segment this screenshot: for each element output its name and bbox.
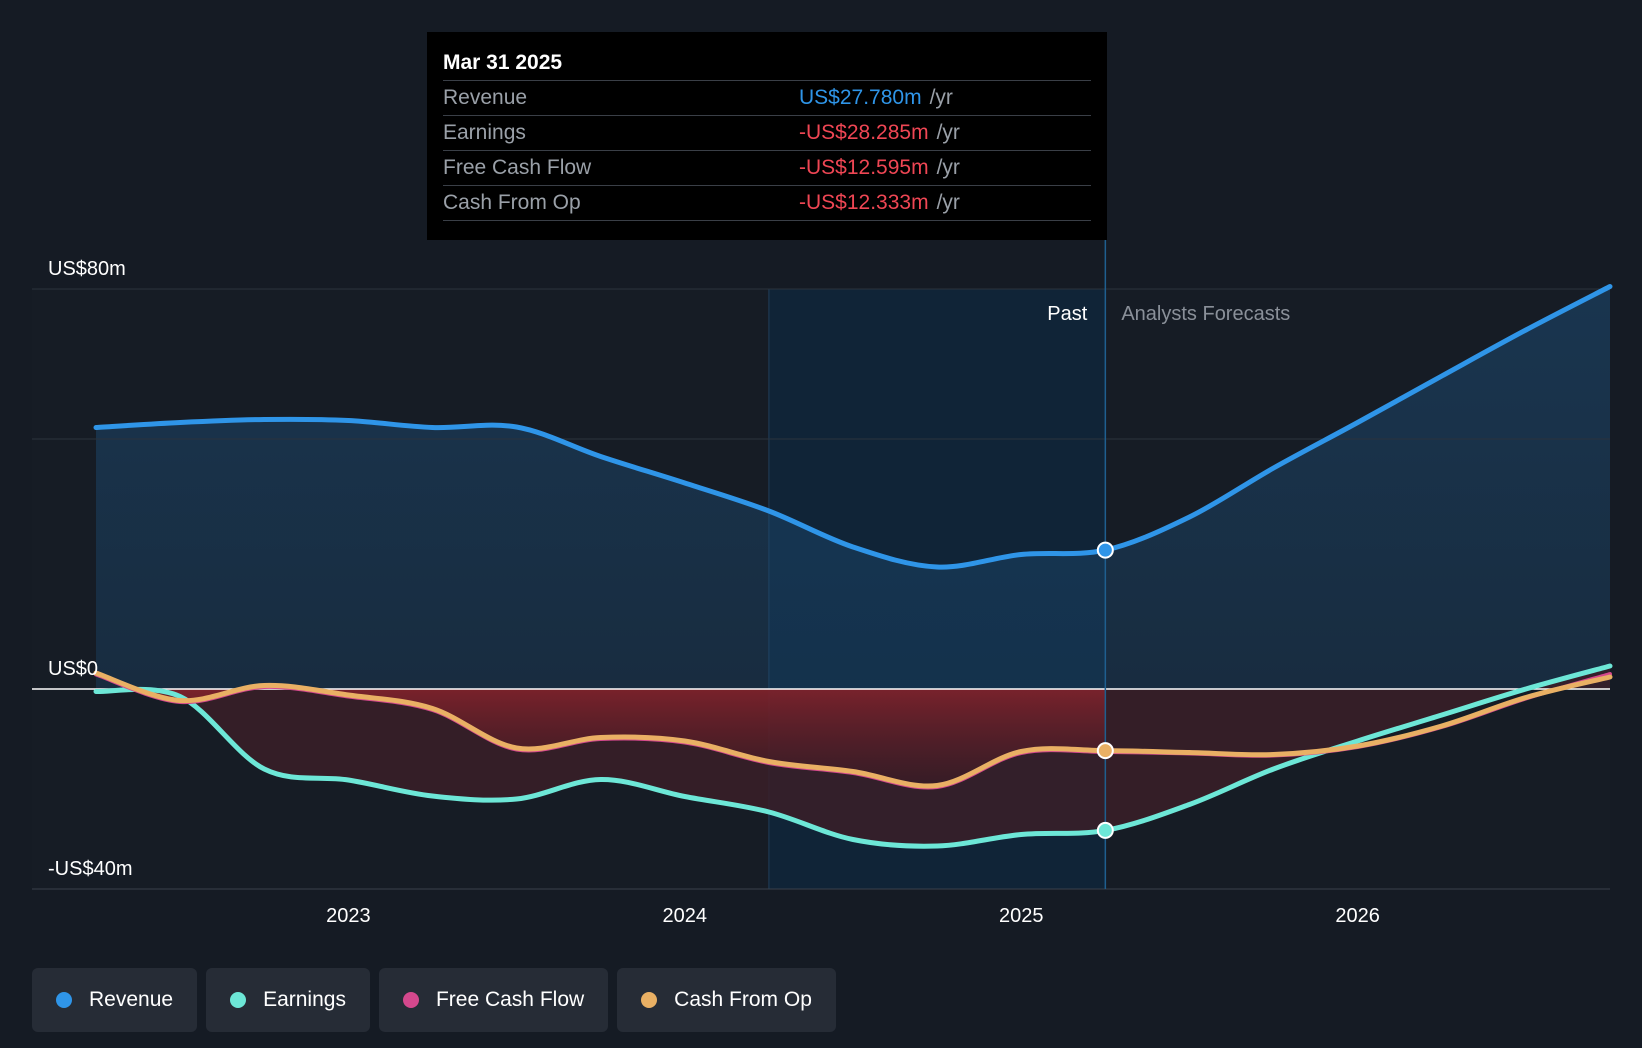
legend-item-earnings[interactable]: Earnings (206, 968, 370, 1032)
revenue-marker (1096, 541, 1114, 559)
cash-from-op-marker (1096, 742, 1114, 760)
earnings-marker (1096, 821, 1114, 839)
legend-item-cash-from-op[interactable]: Cash From Op (617, 968, 836, 1032)
tooltip-label: Earnings (443, 121, 526, 144)
tooltip-value: -US$12.595m (799, 156, 929, 179)
tooltip-row-earnings: Earnings -US$28.285m /yr (443, 115, 1091, 150)
revenue-dot-icon (56, 992, 72, 1008)
tooltip-label: Cash From Op (443, 191, 581, 214)
tooltip-value: US$27.780m (799, 86, 922, 109)
tooltip-date: Mar 31 2025 (443, 51, 563, 74)
revenue-area (96, 286, 1610, 689)
x-tick-label: 2026 (1335, 905, 1380, 927)
earnings-dot-icon (230, 992, 247, 1008)
legend-item-revenue[interactable]: Revenue (32, 968, 198, 1032)
tooltip-unit: /yr (929, 86, 953, 109)
tooltip-value: -US$28.285m (799, 121, 929, 144)
x-tick-label: 2023 (326, 905, 371, 927)
free-cash-flow-dot-icon (402, 992, 419, 1008)
tooltip-label: Free Cash Flow (443, 156, 592, 179)
legend-label: Cash From Op (674, 988, 812, 1011)
legend: Revenue Earnings Free Cash Flow Cash Fro… (32, 968, 836, 1032)
past-label: Past (1047, 303, 1087, 325)
x-tick-label: 2025 (999, 905, 1044, 927)
legend-label: Earnings (263, 988, 346, 1011)
forecast-label: Analysts Forecasts (1121, 303, 1290, 325)
tooltip-value: -US$12.333m (799, 191, 929, 214)
tooltip-unit: /yr (936, 156, 960, 179)
legend-label: Free Cash Flow (435, 988, 585, 1011)
tooltip: Mar 31 2025 Revenue US$27.780m /yr Earni… (427, 32, 1107, 240)
y-tick-label: US$80m (48, 258, 126, 280)
x-tick-label: 2024 (663, 905, 708, 927)
legend-label: Revenue (89, 988, 174, 1011)
revenue-line (93, 284, 1613, 570)
tooltip-row-revenue: Revenue US$27.780m /yr (443, 80, 1091, 115)
cash-from-op-line (93, 670, 1613, 789)
tooltip-unit: /yr (936, 191, 960, 214)
y-tick-label: -US$40m (48, 858, 132, 880)
tooltip-label: Revenue (443, 86, 528, 109)
cash-from-op-area (96, 689, 1106, 787)
cash-from-op-dot-icon (641, 992, 658, 1008)
earnings-line (93, 663, 1613, 849)
legend-item-free-cash-flow[interactable]: Free Cash Flow (378, 968, 609, 1032)
tooltip-row-free-cash-flow: Free Cash Flow -US$12.595m /yr (443, 150, 1091, 185)
y-tick-label: US$0 (48, 658, 98, 680)
tooltip-unit: /yr (936, 121, 960, 144)
tooltip-row-cash-from-op: Cash From Op -US$12.333m /yr (443, 185, 1091, 221)
